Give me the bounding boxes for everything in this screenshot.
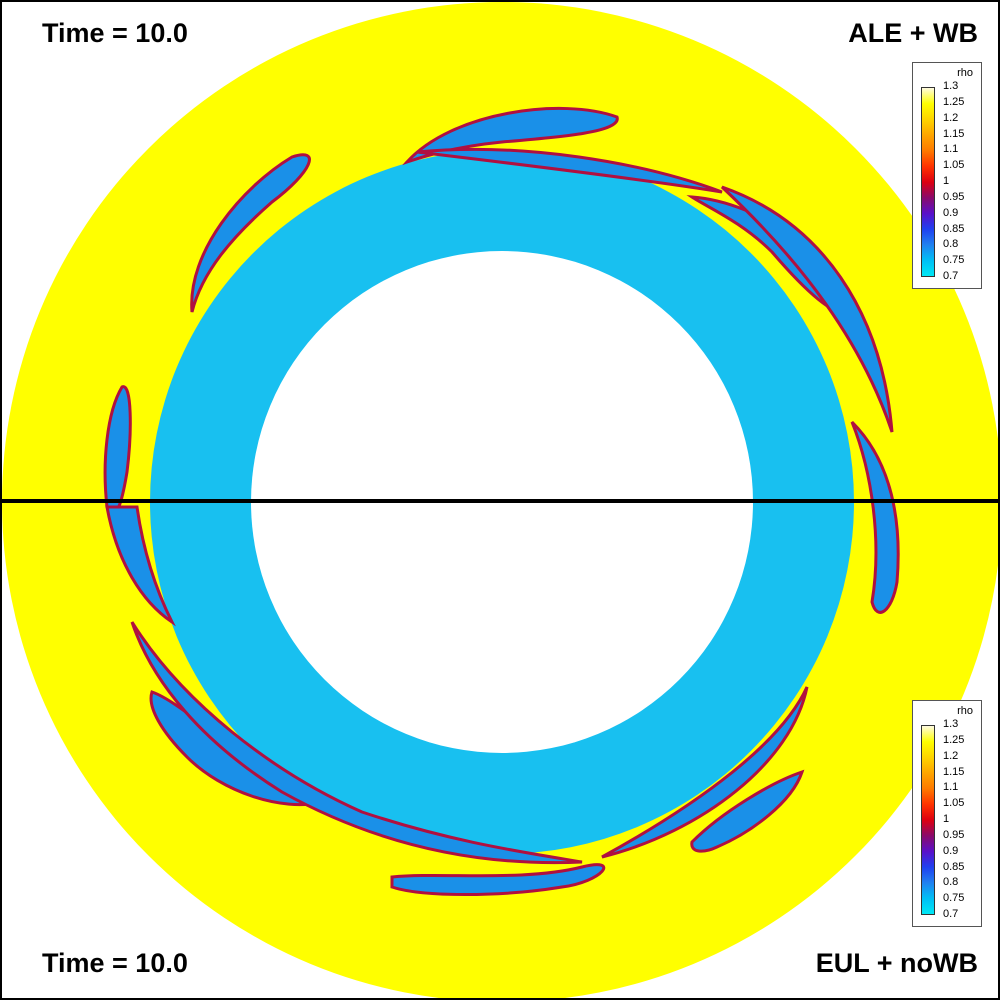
vortex-bottom-3 <box>390 863 606 896</box>
legend-tick-label: 0.7 <box>943 270 959 282</box>
legend-tick-label: 1.25 <box>943 733 965 746</box>
legend-tick-label: 0.85 <box>943 860 965 873</box>
colorbar-legend-bottom: rho 1.3 1.25 1.2 1.15 1.1 1.05 1 0.95 0.9 0.85 0.8… <box>912 700 982 927</box>
legend-tick-label: 0.95 <box>943 190 965 203</box>
legend-tick-label: 1 <box>943 175 950 187</box>
legend-tick-label: 0.75 <box>943 254 965 267</box>
vortex-right-3 <box>850 420 900 614</box>
legend-tick-label: 0.8 <box>943 876 959 889</box>
legend-tick-label: 0.7 <box>943 908 959 920</box>
legend-title: rho <box>957 705 973 717</box>
legend-tick-label: 1.3 <box>943 80 959 92</box>
legend-tick-label: 1.2 <box>943 749 959 762</box>
time-label-top: Time = 10.0 <box>42 18 188 48</box>
method-label-bottom: EUL + noWB <box>815 948 978 978</box>
vortex-top-2 <box>416 147 723 194</box>
legend-color-bar <box>921 87 935 277</box>
legend-tick-label: 1.1 <box>943 143 959 156</box>
vortex-bottom-right-1 <box>690 769 805 853</box>
legend-tick-label: 0.8 <box>943 238 959 251</box>
legend-tick-label: 1.05 <box>943 797 965 810</box>
legend-tick-label: 1.2 <box>943 111 959 124</box>
legend-tick-label: 0.85 <box>943 222 965 235</box>
legend-tick-label: 0.9 <box>943 206 959 219</box>
legend-tick-label: 1.15 <box>943 765 965 778</box>
colorbar-legend-top: rho 1.3 1.25 1.2 1.15 1.1 1.05 1 0.95 0.9 0.85 0.8… <box>912 62 982 289</box>
legend-tick-label: 0.75 <box>943 892 965 905</box>
legend-color-bar <box>921 725 935 915</box>
vortex-right-2 <box>720 185 894 433</box>
legend-tick-label: 0.9 <box>943 844 959 857</box>
legend-tick-label: 1.15 <box>943 127 965 140</box>
legend-tick-label: 1.25 <box>943 95 965 108</box>
legend-tick-label: 1.05 <box>943 159 965 172</box>
legend-tick-label: 1.1 <box>943 781 959 794</box>
vortex-bottom-right-2 <box>601 686 809 859</box>
time-label-bottom: Time = 10.0 <box>42 948 188 978</box>
vortex-left-2 <box>105 505 176 627</box>
legend-title: rho <box>957 67 973 79</box>
vortex-bottom-2 <box>130 621 583 865</box>
method-label-top: ALE + WB <box>848 18 978 48</box>
legend-tick-label: 0.95 <box>943 828 965 841</box>
vortex-filaments <box>103 107 900 896</box>
legend-tick-label: 1.3 <box>943 718 959 730</box>
legend-tick-label: 1 <box>943 813 950 825</box>
vortex-top-3 <box>190 153 311 313</box>
